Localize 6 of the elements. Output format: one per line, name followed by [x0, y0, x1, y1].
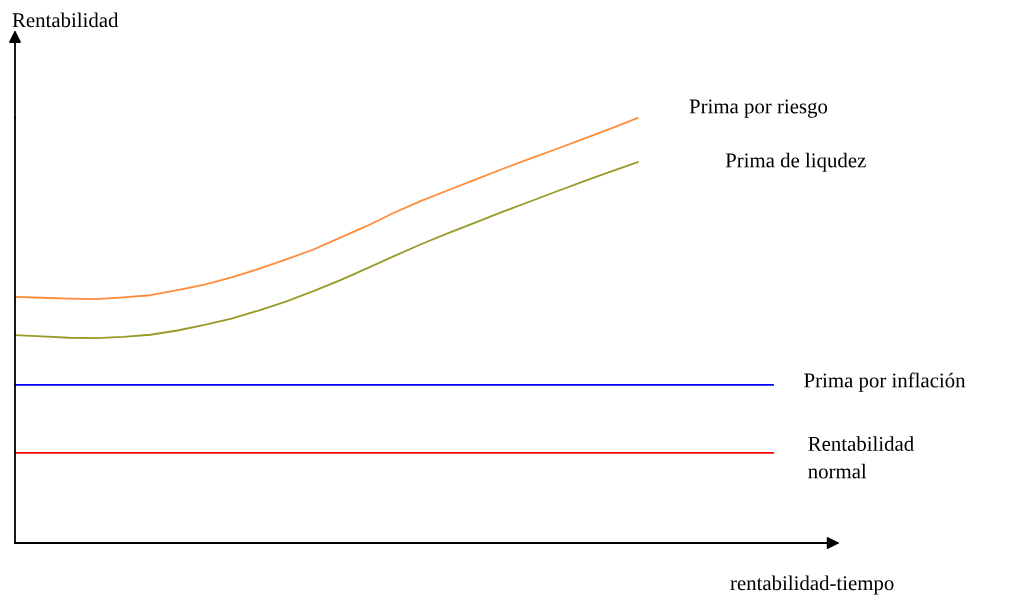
x-axis-title: rentabilidad-tiempo [730, 575, 894, 595]
series-label: Rentabilidad normal [808, 436, 914, 479]
y-axis-title: Rentabilidad [12, 12, 119, 28]
series-label: Prima por inflación [804, 372, 966, 392]
text: Prima de liqudez [725, 152, 866, 172]
text: Prima por riesgo [689, 99, 828, 118]
